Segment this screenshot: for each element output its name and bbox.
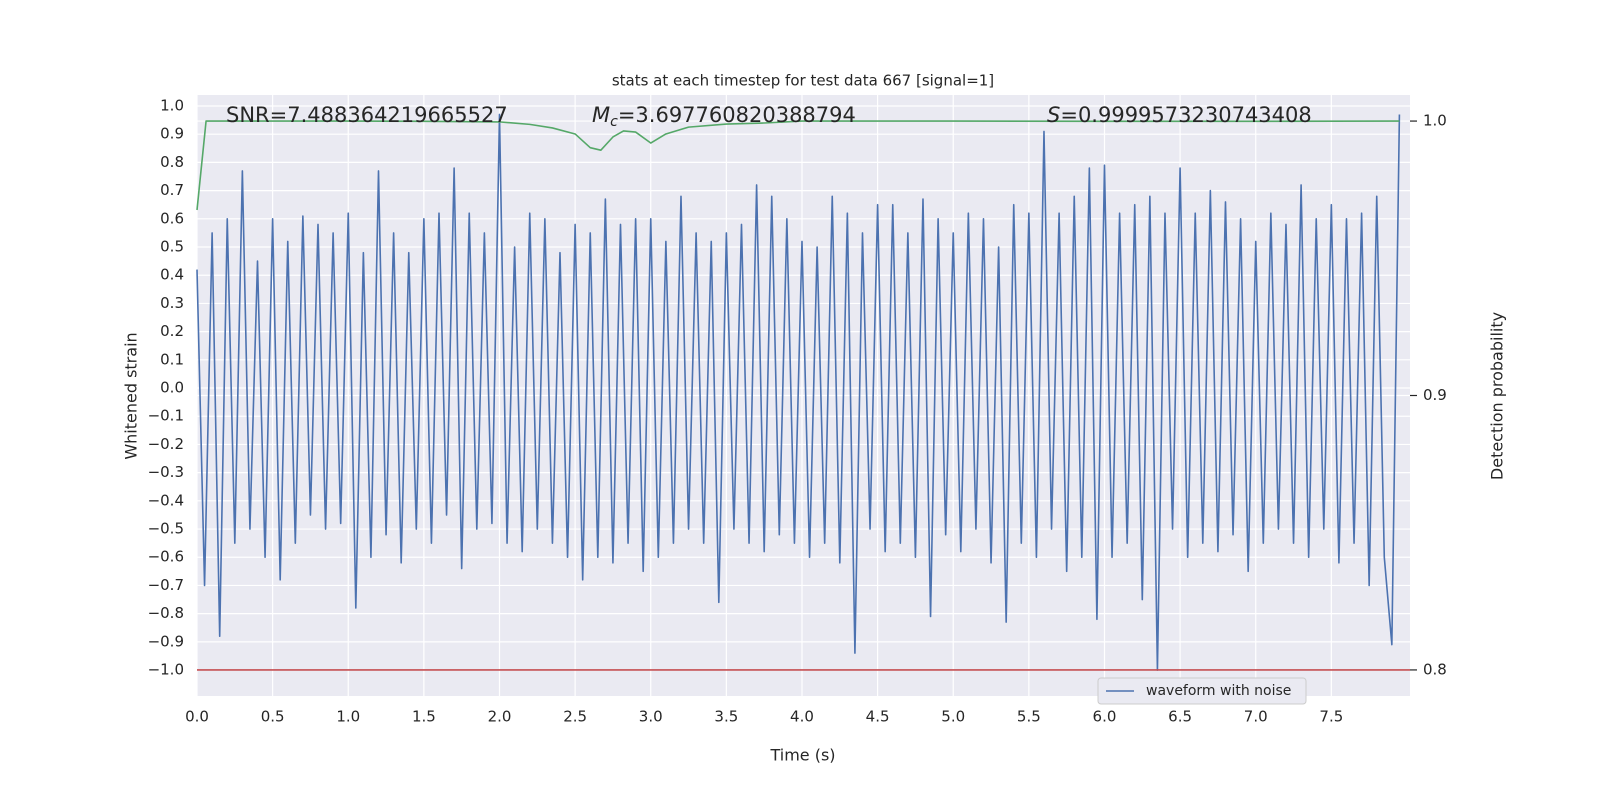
s-symbol: S	[1047, 103, 1060, 127]
y-tick-label: −0.5	[148, 520, 184, 538]
x-tick-label: 7.5	[1319, 708, 1343, 726]
y-tick-label: 0.5	[160, 238, 184, 256]
y-tick-label: 0.7	[160, 181, 184, 199]
y-tick-label: 0.2	[160, 322, 184, 340]
marks	[196, 113, 1410, 671]
y-tick-label: 0.0	[160, 379, 184, 397]
y-tick-label: −0.3	[148, 463, 184, 481]
x-tick-label: 5.0	[941, 708, 965, 726]
x-tick-label: 0.0	[185, 708, 209, 726]
mc-symbol: M	[592, 103, 610, 127]
y-tick-label: 0.3	[160, 294, 184, 312]
s-annotation: S=0.9999573230743408	[1047, 103, 1312, 127]
x-axis-label: Time (s)	[769, 746, 835, 765]
y2-tick-label: 0.9	[1423, 386, 1447, 404]
y-tick-label: 0.9	[160, 125, 184, 143]
y2-tick-label: 0.8	[1423, 660, 1447, 678]
x-tick-label: 3.5	[714, 708, 738, 726]
grid	[196, 95, 1410, 696]
mc-value: =3.697760820388794	[618, 103, 856, 127]
x-tick-label: 3.0	[639, 708, 663, 726]
y2-tick-label: 1.0	[1423, 112, 1447, 130]
y-tick-label: −0.8	[148, 604, 184, 622]
chart-title: stats at each timestep for test data 667…	[612, 72, 994, 90]
x-tick-label: 4.0	[790, 708, 814, 726]
mc-annotation: Mc=3.697760820388794	[592, 103, 856, 130]
y-tick-label: 0.4	[160, 266, 184, 284]
y2-axis-label: Detection probability	[1488, 312, 1507, 480]
x-tick-label: 0.5	[261, 708, 285, 726]
legend-label: waveform with noise	[1146, 683, 1291, 699]
mc-subscript: c	[610, 114, 618, 130]
x-tick-label: 6.0	[1093, 708, 1117, 726]
x-tick-label: 2.5	[563, 708, 587, 726]
snr-annotation: SNR=7.488364219665527	[226, 103, 508, 127]
s-value: =0.9999573230743408	[1060, 103, 1311, 127]
series-line	[196, 113, 1401, 671]
y-tick-label: 1.0	[160, 96, 184, 114]
labels: SNR=7.488364219665527 Mc=3.6977608203887…	[148, 96, 1447, 725]
x-tick-label: 4.5	[866, 708, 890, 726]
x-tick-label: 1.0	[336, 708, 360, 726]
y-tick-label: −1.0	[148, 661, 184, 679]
y-axis-label: Whitened strain	[122, 332, 141, 459]
legend-box	[1097, 677, 1307, 705]
y-tick-label: −0.2	[148, 435, 184, 453]
x-tick-label: 1.5	[412, 708, 436, 726]
x-tick-label: 7.0	[1244, 708, 1268, 726]
x-tick-label: 6.5	[1168, 708, 1192, 726]
y-tick-label: 0.1	[160, 350, 184, 368]
y-tick-label: −0.1	[148, 407, 184, 425]
y-tick-label: −0.9	[148, 632, 184, 650]
y-tick-label: −0.4	[148, 491, 184, 509]
y-tick-label: 0.6	[160, 209, 184, 227]
x-tick-label: 2.0	[488, 708, 512, 726]
x-tick-label: 5.5	[1017, 708, 1041, 726]
y-tick-label: −0.7	[148, 576, 184, 594]
y-tick-label: 0.8	[160, 153, 184, 171]
series-line	[196, 120, 1400, 211]
y-tick-label: −0.6	[148, 548, 184, 566]
